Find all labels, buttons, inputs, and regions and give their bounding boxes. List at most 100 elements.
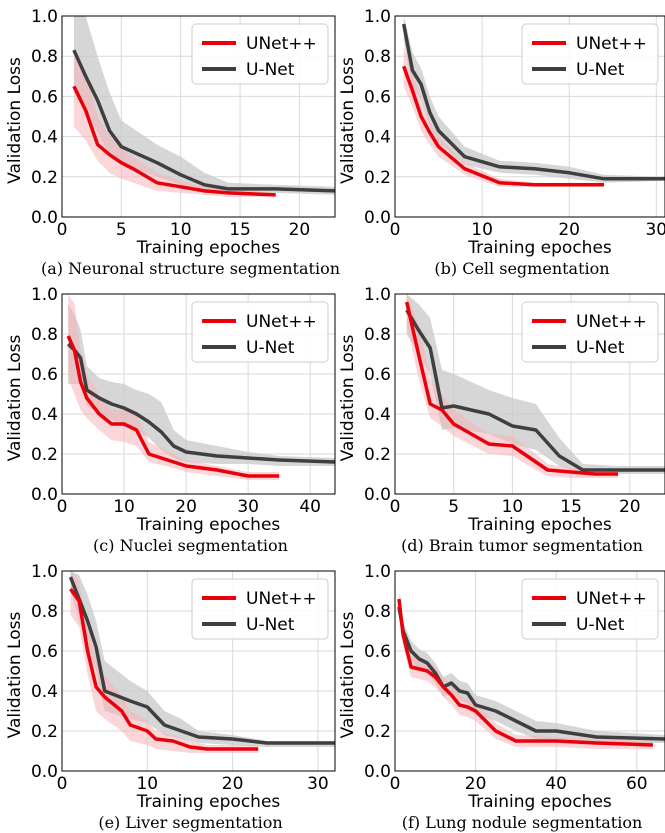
y-axis-label: Validation Loss — [5, 57, 25, 184]
y-tick-label: 0.4 — [31, 682, 58, 702]
y-tick-label: 0.6 — [364, 642, 391, 662]
unetpp-std-band — [399, 591, 653, 749]
x-tick-label: 15 — [560, 497, 582, 517]
legend: UNet++ U-Net — [521, 578, 659, 640]
y-tick-label: 0.6 — [364, 365, 391, 385]
x-tick-label: 30 — [237, 497, 259, 517]
x-axis-label: Training epoches — [467, 238, 612, 258]
axes-frame — [394, 293, 665, 495]
subfigure-caption: (d) Brain tumor segmentation — [401, 536, 643, 555]
unetpp-series-line — [402, 65, 604, 187]
unet-series-line — [66, 342, 335, 464]
unet-series-line — [401, 23, 665, 181]
x-tick-label: 0 — [390, 497, 401, 517]
chart-panel-c: 0 10 20 30 40 0.0 0.2 0.4 0.6 0.8 1.0 Training epoc… — [5, 285, 336, 555]
y-axis-label: Validation Loss — [5, 335, 25, 462]
chart-panel-a: 0 5 10 15 20 0.0 0.2 0.4 0.6 0.8 1.0 Training epoch… — [5, 7, 340, 278]
y-tick-label: 1.0 — [31, 562, 58, 582]
y-tick-label: 0.0 — [31, 762, 58, 782]
y-tick-label: 0.6 — [31, 87, 58, 107]
y-tick-label: 1.0 — [31, 285, 58, 305]
unetpp-std-band — [406, 294, 618, 478]
y-tick-label: 0.0 — [31, 485, 58, 505]
y-tick-label: 1.0 — [31, 7, 58, 27]
legend-label: UNet++ — [246, 589, 317, 609]
x-tick-label: 0 — [57, 497, 68, 517]
x-axis-label: Training epoches — [467, 792, 612, 812]
unet-series-line — [405, 309, 665, 472]
x-tick-label: 30 — [307, 774, 329, 794]
y-tick-label: 0.4 — [31, 405, 58, 425]
x-tick-label: 20 — [289, 220, 311, 240]
y-tick-label: 0.2 — [31, 168, 58, 188]
x-tick-label: 10 — [170, 220, 192, 240]
subfigure-caption: (b) Cell segmentation — [434, 259, 609, 278]
y-tick-label: 0.8 — [31, 47, 58, 67]
unetpp-series-line — [72, 85, 276, 197]
legend: UNet++ U-Net — [191, 301, 329, 363]
unetpp-std-band — [73, 56, 276, 197]
unet-series-line — [68, 576, 335, 745]
unetpp-series-line — [69, 587, 259, 751]
legend-label: UNet++ — [576, 312, 647, 332]
y-tick-label: 0.8 — [364, 325, 391, 345]
axes-frame — [61, 570, 336, 772]
y-tick-label: 0.6 — [31, 365, 58, 385]
legend-label: U-Net — [246, 60, 295, 80]
legend-label: U-Net — [576, 338, 625, 358]
unet-std-band — [73, 16, 335, 195]
y-tick-label: 0.4 — [31, 128, 58, 148]
x-tick-label: 0 — [390, 774, 401, 794]
y-tick-label: 0.0 — [31, 208, 58, 228]
chart-panel-b: 0 10 20 30 0.0 0.2 0.4 0.6 0.8 1.0 Training epoche… — [338, 7, 665, 278]
chart-panel-e: 0 10 20 30 0.0 0.2 0.4 0.6 0.8 1.0 Training epoche… — [5, 562, 336, 832]
y-tick-label: 0.2 — [31, 722, 58, 742]
x-tick-label: 20 — [465, 774, 487, 794]
legend-label: U-Net — [246, 338, 295, 358]
x-tick-label: 5 — [448, 497, 459, 517]
x-tick-label: 10 — [471, 220, 493, 240]
x-tick-label: 20 — [222, 774, 244, 794]
chart-panel-f: 0 20 40 60 0.0 0.2 0.4 0.6 0.8 1.0 Training epoche… — [338, 562, 665, 832]
y-axis-label: Validation Loss — [338, 612, 358, 739]
y-tick-label: 0.8 — [31, 325, 58, 345]
legend: UNet++ U-Net — [191, 23, 329, 85]
x-tick-label: 40 — [299, 497, 321, 517]
chart-panel-d: 0 5 10 15 20 0.0 0.2 0.4 0.6 0.8 1.0 Training epoch… — [338, 285, 665, 555]
y-tick-label: 0.0 — [364, 485, 391, 505]
subfigure-caption: (c) Nuclei segmentation — [93, 536, 288, 555]
x-axis-label: Training epoches — [136, 515, 281, 535]
x-tick-label: 20 — [619, 497, 641, 517]
y-axis-label: Validation Loss — [338, 57, 358, 184]
y-tick-label: 0.2 — [364, 722, 391, 742]
legend-label: UNet++ — [246, 34, 317, 54]
y-tick-label: 1.0 — [364, 562, 391, 582]
legend-label: U-Net — [576, 615, 625, 635]
legend: UNet++ U-Net — [191, 578, 329, 640]
y-tick-label: 0.2 — [364, 168, 391, 188]
x-tick-label: 15 — [229, 220, 251, 240]
y-tick-label: 0.6 — [364, 87, 391, 107]
unetpp-series-line — [397, 598, 653, 747]
legend: UNet++ U-Net — [521, 23, 659, 85]
x-tick-label: 20 — [558, 220, 580, 240]
y-tick-label: 1.0 — [364, 285, 391, 305]
unetpp-std-band — [68, 294, 280, 480]
legend: UNet++ U-Net — [521, 301, 659, 363]
unet-series-line — [72, 49, 335, 193]
y-tick-label: 0.8 — [31, 602, 58, 622]
y-tick-label: 0.4 — [364, 682, 391, 702]
x-axis-label: Training epoches — [467, 515, 612, 535]
x-axis-label: Training epoches — [136, 238, 281, 258]
x-tick-label: 20 — [175, 497, 197, 517]
x-tick-label: 30 — [645, 220, 665, 240]
axes-frame — [394, 570, 665, 772]
y-tick-label: 0.8 — [364, 47, 391, 67]
x-tick-label: 10 — [502, 497, 524, 517]
x-tick-label: 0 — [57, 774, 68, 794]
legend-label: UNet++ — [576, 34, 647, 54]
y-axis-label: Validation Loss — [5, 612, 25, 739]
y-axis-label: Validation Loss — [338, 335, 358, 462]
y-tick-label: 0.4 — [364, 128, 391, 148]
